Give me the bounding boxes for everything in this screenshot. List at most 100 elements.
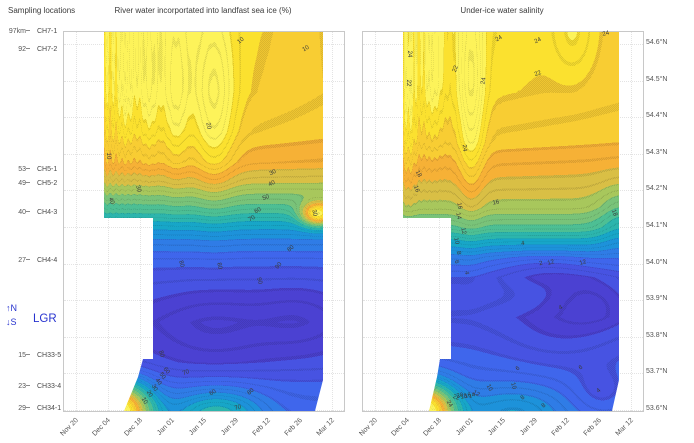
x-tick-label: Jan 29 [519,417,539,437]
x-tick-label: Mar 12 [315,417,336,438]
station-name: CH33-4 [37,383,62,390]
contour-label: 16 [412,184,420,194]
station-name: CH5-2 [37,180,58,187]
contour-label: 4 [558,304,564,312]
station-row-CH7-2: 92 CH7-2 [0,46,63,56]
contour-label: 8 [540,402,548,410]
contour-label: 10 [301,44,311,54]
station-distance: 53 [18,166,26,173]
station-row-CH4-3: 40 CH4-3 [0,209,63,219]
contour-labels-salinity: 24 24 24 24 22 22 24 22 24 18 16 16 18 16 14 12 10 8 6 4 4 2 1… [363,30,643,411]
contour-label: 14 [467,392,477,400]
station-tick [26,258,30,260]
contour-label: 4 [462,270,470,276]
x-tick-label: Nov 20 [59,417,80,438]
x-tick-label: Mar 12 [614,417,635,438]
panel-salinity: 24 24 24 24 22 22 24 22 24 18 16 16 18 16 14 12 10 8 6 4 4 2 1… [362,30,644,412]
x-tick-label: Dec 18 [422,417,443,438]
station-row-CH33-5: 15 CH33-5 [0,352,63,362]
contour-label: 6 [514,365,522,373]
lat-tick-label: 53.7°N [646,368,668,376]
contour-label: 2 [538,260,544,268]
contour-label: 4 [520,240,526,248]
station-row-CH5-2: 49 CH5-2 [0,180,63,190]
north-south-annotation: ↑N ↓S [6,301,17,329]
contour-label: 10 [236,36,246,46]
station-row-CH4-4: 27 CH4-4 [0,257,63,267]
station-name: CH34-1 [37,405,62,412]
contour-label: 50 [261,194,271,202]
station-row-CH5-1: 53 CH5-1 [0,166,63,176]
contour-label: 24 [444,399,454,409]
grid-line-vertical [140,32,141,411]
x-tick-label: Feb 12 [251,417,272,438]
station-name: CH5-1 [37,166,58,173]
contour-label: 40 [267,179,277,189]
lat-tick-label: 53.6°N [646,405,668,412]
x-axis-river: Nov 20 Dec 04 Dec 18 Jan 01 Jan 15 Jan 29 Feb … [59,411,343,443]
contour-label: 24 [494,34,504,44]
contour-label: 22 [452,64,460,74]
contour-label: 16 [455,202,463,210]
lat-tick-label: 54.2°N [646,185,668,193]
contour-label: 8 [454,250,462,256]
station-name: CH4-4 [37,257,58,264]
lat-tick-label: 54.0°N [646,258,668,266]
station-tick [26,181,30,183]
contour-label: 10 [452,237,460,245]
station-name: CH7-2 [37,46,58,53]
lat-tick-label: 54.1°N [646,222,668,229]
contour-label: 24 [533,36,543,46]
station-row-LGR: LGR [0,313,63,325]
contour-label: 20 [204,122,212,130]
grid-line-vertical [439,32,440,411]
contour-label: 70 [247,214,257,224]
grid-line-vertical [76,32,77,411]
south-arrow-label: ↓S [6,317,17,327]
contour-label: 80 [286,244,296,254]
station-tick [26,384,30,386]
lat-tick-label: 54.3°N [646,148,668,156]
contour-label: 6 [578,364,584,372]
contour-label: 90 [255,276,263,286]
station-tick [26,167,30,169]
contour-label: 10 [509,381,517,391]
station-tick [26,353,30,355]
contour-label: 40 [107,196,115,206]
grid-line-vertical [332,32,333,411]
station-row-CH33-4: 23 CH33-4 [0,383,63,393]
lat-tick-label: 54.6°N [646,39,668,46]
station-name: CH4-3 [37,209,58,216]
station-distance: 23 [18,383,26,390]
contour-label: 24 [460,144,468,152]
station-distance: 15 [18,352,26,359]
contour-label: 14 [454,212,462,220]
contour-label: 18 [610,208,618,218]
left-axis-title: Sampling locations [8,6,76,15]
station-row-CH34-1: 29 CH34-1 [0,405,63,415]
contour-label: 12 [578,259,588,267]
contour-label: 22 [533,70,543,78]
x-tick-label: Feb 26 [283,417,304,438]
x-tick-label: Jan 15 [188,417,208,437]
contour-label: 30 [310,209,318,217]
lat-tick-label: 54.5°N [646,75,668,83]
grid-line-vertical [407,32,408,411]
contour-label: 60 [253,206,263,216]
contour-label: 70 [181,369,191,377]
contour-label: 18 [413,169,423,179]
x-tick-label: Jan 01 [455,417,475,437]
contour-label: 80 [177,259,185,269]
contour-label: 12 [459,227,467,235]
x-tick-label: Jan 01 [156,417,176,437]
x-tick-label: Dec 18 [123,417,144,438]
grid-line-vertical [631,32,632,411]
contour-label: 10 [105,152,111,160]
contour-label: 30 [134,184,142,194]
contour-label: 90 [274,261,284,271]
panel-river: 10 10 10 20 30 40 30 40 50 60 70 30 80 90 80 80 90 80 70 60… [63,31,345,412]
contour-label: 22 [405,79,411,87]
x-tick-label: Jan 29 [220,417,240,437]
station-distance: 97km [8,28,26,35]
